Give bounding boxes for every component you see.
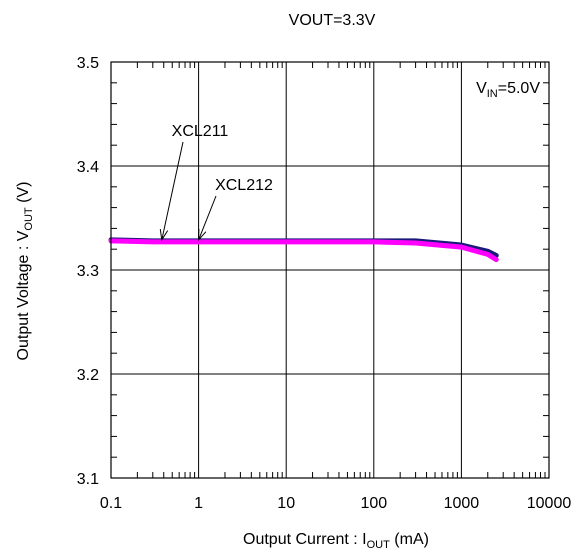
y-tick-labels: 3.1 3.2 3.3 3.4 3.5 (77, 55, 99, 488)
vin-annotation: VIN=5.0V (476, 80, 540, 100)
label-arrow-head (198, 228, 207, 242)
x-axis-label-sub: OUT (367, 539, 391, 551)
x-tick-label: 1 (194, 495, 203, 512)
plot-frame (110, 61, 550, 479)
label-arrow-line (161, 141, 184, 241)
series-label-xcl211: XCL211 (172, 123, 229, 140)
chart-title: VOUT=3.3V (289, 12, 376, 29)
y-axis-label-unit: (V) (15, 182, 32, 208)
label-arrow-line (198, 195, 217, 241)
x-axis-label-unit: (mA) (390, 531, 429, 548)
y-tick-label: 3.5 (77, 55, 99, 72)
x-tick-label: 1000 (444, 495, 480, 512)
vin-annotation-main: V (476, 80, 487, 97)
x-tick-label: 100 (360, 495, 387, 512)
vin-annotation-rest: =5.0V (498, 80, 541, 97)
x-tick-labels: 0.1 1 10 100 1000 10000 (100, 495, 571, 512)
y-tick-label: 3.2 (77, 367, 99, 384)
x-tick-label: 10000 (527, 495, 572, 512)
series-label-xcl212: XCL212 (215, 177, 273, 194)
y-axis-label: Output Voltage : VOUT (V) (15, 182, 35, 361)
minor-ticks (111, 62, 549, 478)
y-tick-label: 3.1 (77, 471, 99, 488)
series-lines (108, 237, 499, 263)
y-axis-label-main: Output Voltage : V (15, 230, 32, 360)
x-axis-label-main: Output Current : I (243, 531, 367, 548)
series-labels: XCL211 XCL212 (159, 123, 273, 242)
series-line-xcl212 (108, 238, 499, 263)
vin-annotation-sub: IN (487, 88, 498, 100)
y-axis-label-sub: OUT (23, 207, 35, 231)
label-arrow-head (159, 228, 169, 242)
x-axis-label: Output Current : IOUT (mA) (243, 531, 429, 551)
y-tick-label: 3.4 (77, 159, 99, 176)
x-tick-label: 10 (277, 495, 295, 512)
x-tick-label: 0.1 (100, 495, 122, 512)
y-tick-label: 3.3 (77, 263, 99, 280)
